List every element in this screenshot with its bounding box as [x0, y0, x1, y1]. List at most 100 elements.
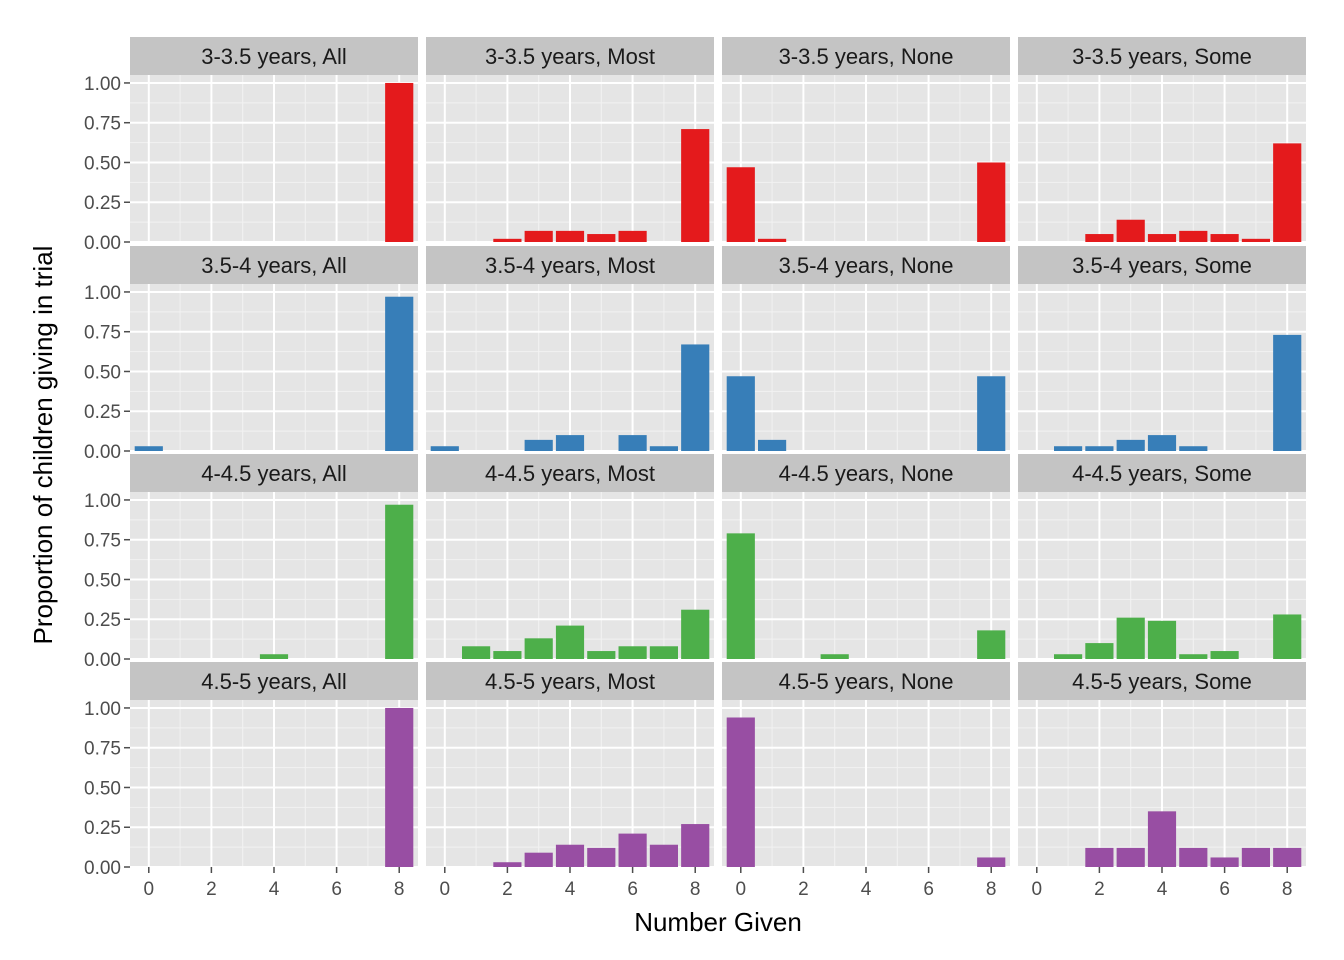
bar-series: [134, 296, 414, 451]
panel-grid: [130, 284, 418, 452]
facet-strip: [426, 662, 714, 700]
bar-series: [430, 344, 710, 451]
y-tick-label: 0.00: [84, 858, 121, 879]
facet-strip: [1018, 37, 1306, 75]
bar: [587, 847, 616, 867]
y-tick-label: 0.25: [84, 818, 121, 839]
y-tick-label: 0.75: [84, 114, 121, 135]
bar-series: [462, 609, 710, 659]
bar: [430, 446, 459, 451]
bar: [385, 82, 414, 242]
bar: [977, 162, 1006, 242]
y-tick-label: 0.50: [84, 778, 121, 799]
x-tick-label: 6: [923, 879, 934, 900]
bar: [524, 638, 553, 659]
bar: [649, 646, 678, 659]
y-tick-label: 0.25: [84, 402, 121, 423]
bar: [587, 651, 616, 659]
bar: [524, 439, 553, 451]
bar: [1179, 230, 1208, 242]
bar-series: [726, 533, 1006, 659]
x-tick-label: 2: [206, 879, 217, 900]
facet-3-3-5-years-none: 3-3.5 years, None: [722, 37, 1010, 243]
panel-grid: [426, 75, 714, 243]
y-tick-label: 0.75: [84, 323, 121, 344]
bar: [758, 439, 787, 451]
bar: [134, 446, 163, 451]
bar: [1179, 446, 1208, 451]
facet-4-4-5-years-none: 4-4.5 years, None: [722, 454, 1010, 660]
facet-strip-label: 4-4.5 years, All: [201, 461, 347, 486]
bar: [587, 234, 616, 242]
bar: [1273, 614, 1302, 659]
facet-strip: [1018, 454, 1306, 492]
y-axis-row-1: 0.00 0.25 0.50 0.75 1.00: [84, 74, 130, 254]
y-axes: 0.00 0.25 0.50 0.75 1.00 0.00 0.25 0.50 0.75 1.00…: [84, 74, 130, 879]
x-tick-label: 4: [269, 879, 280, 900]
facet-strip: [1018, 246, 1306, 284]
facet-strip-label: 3-3.5 years, All: [201, 44, 347, 69]
bar: [385, 504, 414, 659]
facet-3-3-5-years-all: 3-3.5 years, All: [130, 37, 418, 243]
y-tick-label: 0.00: [84, 233, 121, 254]
facet-strip: [426, 246, 714, 284]
bar: [1210, 234, 1239, 242]
bar: [1116, 847, 1145, 867]
facet-4-5-5-years-most: 4.5-5 years, Most: [426, 662, 714, 868]
x-tick-label: 8: [690, 879, 701, 900]
facet-panels: 3-3.5 years, All 3-3.5 years, Most 3-3.5 y…: [130, 37, 1306, 868]
x-tick-label: 6: [627, 879, 638, 900]
panel-grid: [426, 700, 714, 868]
x-tick-label: 4: [861, 879, 872, 900]
bar: [1147, 811, 1177, 867]
bar: [820, 654, 849, 659]
facet-strip-label: 4.5-5 years, Some: [1072, 669, 1252, 694]
bar: [524, 230, 553, 242]
bar: [1085, 643, 1114, 659]
bar: [1116, 219, 1145, 242]
bar: [1147, 620, 1177, 659]
facet-3-5-4-years-some: 3.5-4 years, Some: [1018, 246, 1306, 452]
facet-strip: [130, 454, 418, 492]
bar-series: [726, 376, 1006, 451]
x-tick-label: 2: [798, 879, 809, 900]
facet-4-5-5-years-all: 4.5-5 years, All: [130, 662, 418, 868]
bar: [1147, 234, 1177, 242]
bar: [1179, 847, 1208, 867]
y-tick-label: 0.75: [84, 531, 121, 552]
x-tick-label: 8: [394, 879, 405, 900]
bar: [493, 238, 522, 242]
y-axis-row-2: 0.00 0.25 0.50 0.75 1.00: [84, 283, 130, 463]
x-tick-label: 2: [502, 879, 513, 900]
bar: [555, 844, 585, 867]
y-tick-label: 1.00: [84, 74, 121, 95]
facet-strip-label: 3-3.5 years, Some: [1072, 44, 1252, 69]
bar: [618, 435, 647, 451]
bar: [462, 646, 491, 659]
bar: [555, 435, 585, 451]
facet-strip: [130, 662, 418, 700]
bar: [726, 376, 755, 451]
facet-3-5-4-years-most: 3.5-4 years, Most: [426, 246, 714, 452]
bar-series: [726, 162, 1006, 242]
bar: [1085, 234, 1114, 242]
bar-series: [1085, 811, 1302, 867]
facet-3-3-5-years-some: 3-3.5 years, Some: [1018, 37, 1306, 243]
bar-series: [1054, 614, 1302, 659]
bar: [618, 833, 647, 867]
panel-grid: [722, 700, 1010, 868]
facet-4-5-5-years-some: 4.5-5 years, Some: [1018, 662, 1306, 868]
x-axis-title: Number Given: [634, 907, 802, 937]
facet-strip: [722, 454, 1010, 492]
y-tick-label: 0.50: [84, 362, 121, 383]
facet-strip-label: 4-4.5 years, Most: [485, 461, 655, 486]
y-tick-label: 0.25: [84, 610, 121, 631]
bar: [1054, 654, 1083, 659]
facet-strip: [722, 662, 1010, 700]
bar: [758, 238, 787, 242]
y-tick-label: 0.75: [84, 739, 121, 760]
facet-strip-label: 4.5-5 years, None: [779, 669, 954, 694]
bar: [1241, 238, 1270, 242]
bar-series: [259, 504, 414, 659]
